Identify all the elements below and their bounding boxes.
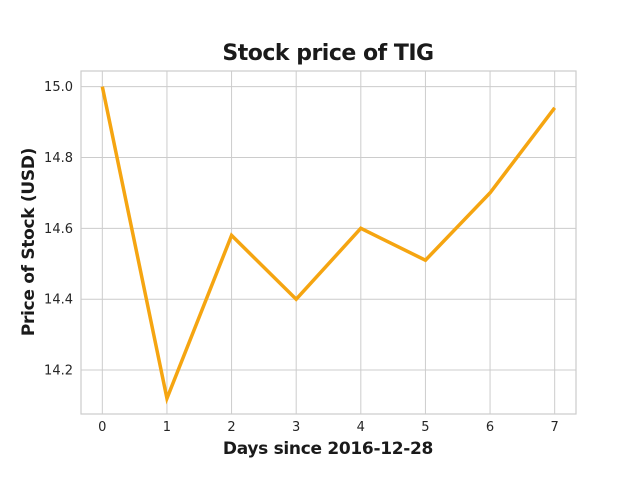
x-tick-label: 7: [551, 420, 559, 435]
x-tick-label: 4: [357, 420, 365, 435]
x-tick-label: 6: [486, 420, 494, 435]
series-layer: [100, 86, 557, 405]
x-tick-label: 0: [98, 420, 106, 435]
gridlines: [81, 71, 576, 414]
series-line: [100, 86, 557, 405]
y-tick-label: 14.8: [44, 151, 73, 166]
x-tick-label: 1: [163, 420, 171, 435]
x-axis-label: Days since 2016-12-28: [223, 439, 433, 459]
y-tick-labels: 14.2 14.4 14.6 14.8 15.0: [44, 80, 73, 378]
y-tick-label: 14.2: [44, 364, 73, 379]
y-axis-label: Price of Stock (USD): [19, 148, 39, 336]
chart-title: Stock price of TIG: [222, 41, 433, 66]
y-tick-label: 14.6: [44, 222, 73, 237]
plot-frame: [80, 70, 577, 415]
y-tick-label: 15.0: [44, 80, 73, 95]
x-tick-labels: 0 1 2 3 4 5 6 7: [98, 420, 559, 435]
x-tick-label: 3: [292, 420, 300, 435]
y-tick-label: 14.4: [44, 293, 73, 308]
x-tick-label: 2: [227, 420, 235, 435]
x-tick-label: 5: [421, 420, 429, 435]
